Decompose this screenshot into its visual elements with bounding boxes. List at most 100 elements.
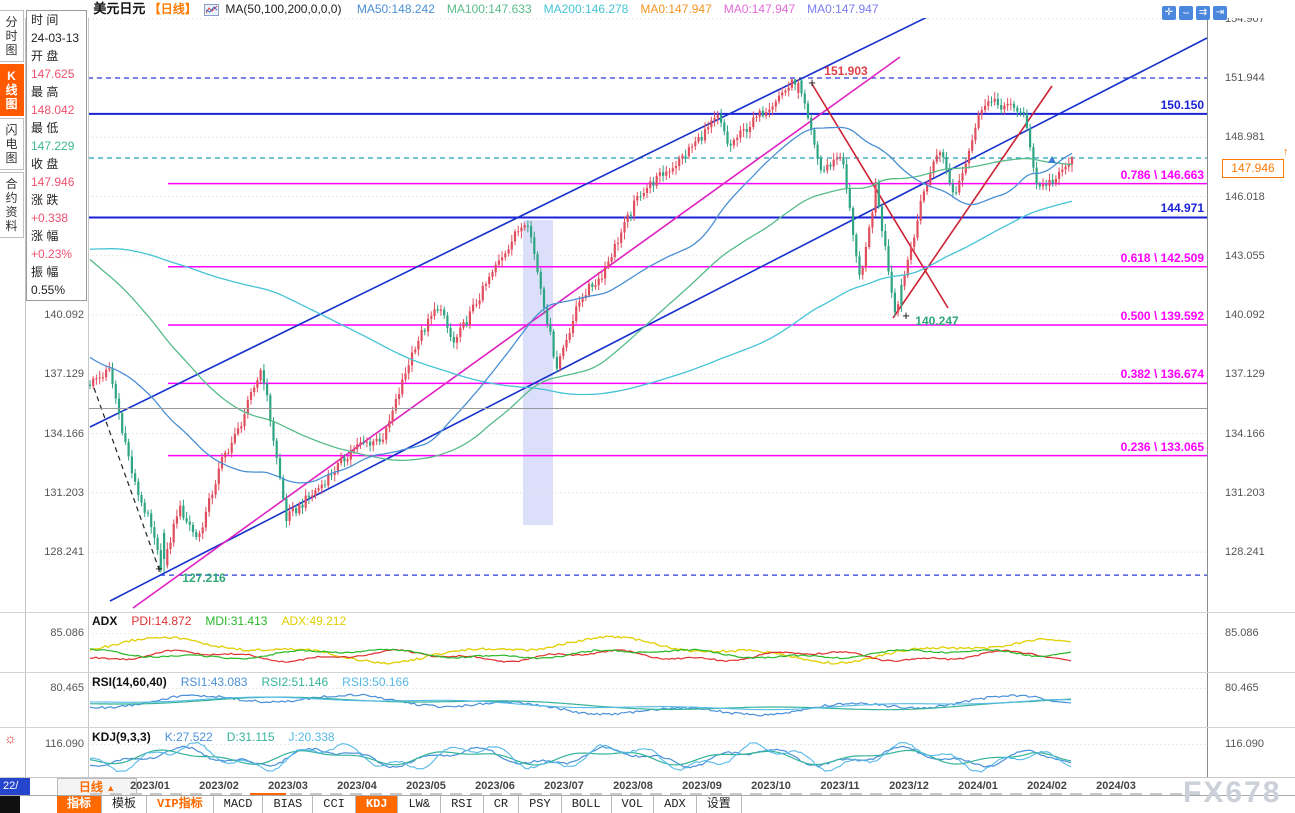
sidebar-tab-char: 图 — [5, 97, 18, 111]
info-value: +0.338 — [31, 211, 69, 225]
x-axis-month-label: 2024/02 — [1027, 780, 1067, 792]
y-axis-tick-right: 128.241 — [1225, 546, 1265, 559]
sidebar-tab-分时图[interactable]: 分时图 — [0, 10, 24, 62]
indicator-axis-right: 85.086 — [1225, 627, 1259, 639]
sidebar-tab-char: 分 — [5, 15, 18, 29]
bottom-tab-KDJ[interactable]: KDJ — [355, 796, 399, 813]
y-axis-tick-right: 140.092 — [1225, 309, 1265, 322]
chart-scrollbar[interactable] — [90, 793, 1200, 796]
bottom-tab-BOLL[interactable]: BOLL — [562, 796, 612, 813]
x-axis-month-label: 2023/10 — [751, 780, 791, 792]
info-label: 最 低 — [31, 121, 59, 135]
y-axis-tick-right: 137.129 — [1225, 368, 1265, 381]
x-axis-month-label: 2023/02 — [199, 780, 239, 792]
watermark: FX678 — [1183, 776, 1282, 809]
bottom-tab-PSY[interactable]: PSY — [519, 796, 562, 813]
info-value: 148.042 — [31, 103, 75, 117]
sidebar-tab-char: 线 — [5, 83, 18, 97]
sidebar-tab-闪电图[interactable]: 闪电图 — [0, 118, 24, 170]
time-axis-row: 22/ 日线 ▲ 2023/01 2023/02 2023/03 2023/04 202… — [0, 777, 1295, 796]
trend-line — [93, 387, 161, 573]
corner-square — [0, 796, 20, 813]
bottom-tab-ADX[interactable]: ADX — [654, 796, 697, 813]
sidebar-tab-char: 图 — [5, 151, 18, 165]
indicator-tabs-bar: 指标 模板 VIP指标 MACD BIAS CCI KDJ LW& RSI CR PSY BOLL VO… — [0, 795, 1295, 813]
svg-text:+: + — [155, 561, 163, 576]
y-axis-tick-left: 131.203 — [44, 486, 84, 499]
bottom-tab-VIP指标[interactable]: VIP指标 — [147, 796, 214, 813]
bottom-tab-设置[interactable]: 设置 — [697, 796, 742, 813]
bottom-tab-指标[interactable]: 指标 — [57, 796, 103, 813]
x-axis-month-label: 2023/05 — [406, 780, 446, 792]
info-label: 时 间 — [31, 13, 59, 27]
trend-line — [89, 0, 963, 428]
y-axis-tick-right: 151.944 — [1225, 72, 1265, 84]
trend-line — [132, 56, 901, 609]
forward-icon[interactable]: ⇉ — [1196, 6, 1210, 20]
swing-annotation: 140.247 — [915, 314, 959, 328]
indicator-value: D:31.115 — [226, 730, 275, 744]
info-value: 147.229 — [31, 139, 75, 153]
indicator-axis-left: 80.465 — [50, 682, 84, 694]
indicator-value: J:20.338 — [288, 730, 335, 744]
indicator-axis-right: 116.090 — [1225, 738, 1264, 750]
sidebar-tab-char: 时 — [5, 29, 18, 43]
indicator-line — [89, 693, 1072, 717]
chart-scrollbar-thumb[interactable] — [250, 793, 286, 796]
quote-info-panel: 时 间 24-03-13 开 盘 147.625 最 高 148.042 最 低 147.22… — [26, 10, 87, 301]
indicator-axis-left: 85.086 — [50, 627, 84, 639]
candles-layer — [88, 78, 1074, 573]
pan-tool-icon[interactable]: ✛ — [1162, 6, 1176, 20]
bottom-tab-RSI[interactable]: RSI — [441, 796, 484, 813]
fib-level-label: 0.382 \ 136.674 — [1120, 367, 1204, 382]
fib-level-label: 0.500 \ 139.592 — [1120, 309, 1204, 324]
bottom-tab-模板[interactable]: 模板 — [102, 796, 148, 813]
x-axis-month-label: 2023/07 — [544, 780, 584, 792]
x-axis-month-label: 2023/04 — [337, 780, 377, 792]
bottom-tab-CR[interactable]: CR — [484, 796, 520, 813]
x-axis-month-label: 2023/09 — [682, 780, 722, 792]
exit-icon[interactable]: ⇥ — [1213, 6, 1227, 20]
ma-line — [89, 126, 1073, 484]
title-bar: 美元日元 【日线】 MA(50,100,200,0,0,0) MA50:148.… — [0, 0, 1295, 18]
current-price-box: 147.946 — [1222, 158, 1284, 178]
trade-marker-icon — [1048, 156, 1056, 163]
bottom-tab-CCI[interactable]: CCI — [313, 796, 356, 813]
zoom-range-icon[interactable]: ⇔ — [1179, 6, 1193, 20]
ma-value-label: MA0:147.947 — [640, 2, 712, 16]
sidebar-tab-char: 料 — [5, 219, 18, 233]
trend-line — [892, 85, 1053, 319]
ma-line — [89, 157, 1073, 462]
indicator-value: RSI1:43.083 — [180, 675, 248, 689]
sidebar-tab-合约资料[interactable]: 合约资料 — [0, 172, 24, 238]
swing-annotation: 127.216 — [182, 571, 226, 585]
fib-level-label: 0.786 \ 146.663 — [1120, 167, 1204, 182]
indicator-value: K:27.522 — [164, 730, 213, 744]
indicator-line — [89, 635, 1072, 665]
bottom-tab-VOL[interactable]: VOL — [612, 796, 655, 813]
indicator-axis-right: 80.465 — [1225, 682, 1259, 694]
indicator-label-row: RSI(14,60,40) RSI1:43.083 RSI2:51.146 RSI3:… — [92, 675, 409, 689]
sidebar-tab-char: 合 — [5, 177, 18, 191]
indicator-value: MDI:31.413 — [205, 614, 268, 628]
indicator-value: RSI2:51.146 — [261, 675, 329, 689]
sun-icon: ☼ — [4, 730, 17, 746]
indicator-line — [89, 648, 1072, 660]
ma-value-label: MA100:147.633 — [446, 2, 532, 16]
indicator-line — [89, 749, 1072, 766]
indicator-line — [89, 648, 1072, 663]
info-value: 147.946 — [31, 175, 75, 189]
y-axis-tick-left: 128.241 — [44, 546, 84, 559]
bottom-tab-BIAS[interactable]: BIAS — [263, 796, 314, 813]
bottom-tab-MACD[interactable]: MACD — [214, 796, 264, 813]
ma-value-label: MA200:146.278 — [543, 2, 629, 16]
ma-value-label: MA0:147.947 — [723, 2, 796, 16]
y-axis-tick-right: 131.203 — [1225, 486, 1265, 499]
bottom-tab-LW&[interactable]: LW& — [398, 796, 442, 813]
y-axis-tick-right: 146.018 — [1225, 190, 1265, 203]
indicator-value: ADX:49.212 — [281, 614, 347, 628]
indicator-label-row: ADX PDI:14.872 MDI:31.413 ADX:49.212 — [92, 614, 347, 628]
